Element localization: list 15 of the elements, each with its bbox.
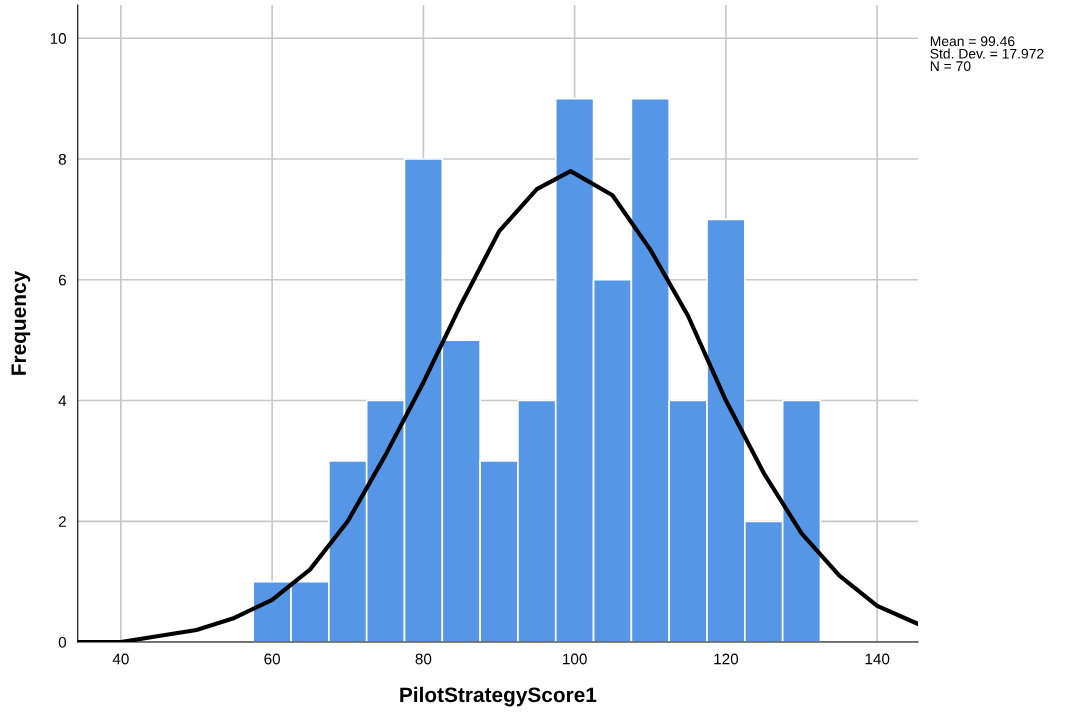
x-tick-label: 40 <box>112 653 129 665</box>
y-axis-title: Frequency <box>11 270 31 375</box>
x-tick-label: 80 <box>415 653 432 665</box>
y-tick-label: 10 <box>50 33 67 44</box>
x-tick-label: 120 <box>714 653 739 665</box>
x-tick-label: 140 <box>865 653 890 665</box>
y-tick-label: 0 <box>58 636 67 648</box>
x-tick-label: 100 <box>563 653 587 665</box>
y-tick-label: 6 <box>58 274 66 286</box>
y-tick-label: 8 <box>58 153 66 165</box>
y-tick-label: 4 <box>58 395 67 407</box>
x-tick-label: 60 <box>264 653 281 665</box>
text: Mean = 99.46 Std. Dev. = 17.972 N = 70 <box>930 36 1044 72</box>
x-axis-title: PilotStrategyScore1 <box>400 686 597 707</box>
y-tick-label: 2 <box>58 516 66 527</box>
